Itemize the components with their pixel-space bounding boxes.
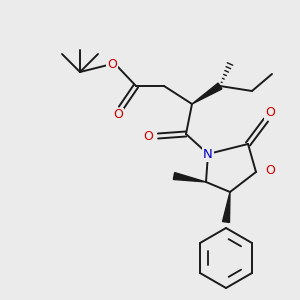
- Text: N: N: [203, 148, 213, 160]
- Text: O: O: [113, 109, 123, 122]
- Polygon shape: [192, 83, 222, 104]
- Polygon shape: [173, 172, 206, 182]
- Text: O: O: [265, 164, 275, 176]
- Text: O: O: [143, 130, 153, 142]
- Polygon shape: [223, 192, 230, 223]
- Text: O: O: [265, 106, 275, 118]
- Text: O: O: [107, 58, 117, 70]
